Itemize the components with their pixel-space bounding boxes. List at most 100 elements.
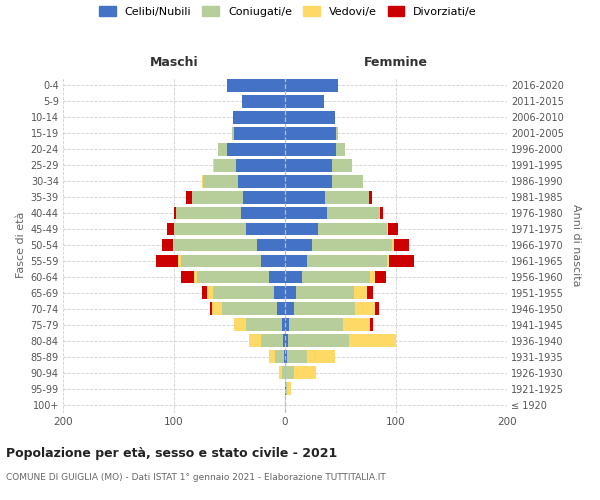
Bar <box>285 398 286 411</box>
Bar <box>174 206 176 220</box>
Bar <box>213 286 274 299</box>
Bar <box>178 254 181 268</box>
Bar <box>281 318 285 331</box>
Bar <box>336 143 345 156</box>
Bar <box>394 238 409 252</box>
Bar <box>285 238 311 252</box>
Text: Femmine: Femmine <box>364 56 428 68</box>
Bar <box>289 334 349 347</box>
Bar <box>194 270 197 283</box>
Bar <box>181 254 260 268</box>
Bar <box>285 127 336 140</box>
Bar <box>238 175 285 188</box>
Bar <box>332 175 363 188</box>
Bar <box>214 159 236 172</box>
Bar <box>241 206 285 220</box>
Bar <box>234 127 285 140</box>
Bar <box>203 175 238 188</box>
Bar <box>349 334 396 347</box>
Bar <box>285 366 294 379</box>
Bar <box>285 79 338 92</box>
Bar <box>274 286 285 299</box>
Bar <box>186 191 192 203</box>
Bar <box>285 270 302 283</box>
Bar <box>370 191 371 203</box>
Bar <box>285 302 294 315</box>
Bar <box>227 143 285 156</box>
Bar <box>233 111 285 124</box>
Bar <box>234 318 246 331</box>
Bar <box>174 238 257 252</box>
Bar <box>212 302 222 315</box>
Bar <box>246 318 281 331</box>
Bar <box>325 191 370 203</box>
Bar <box>260 254 285 268</box>
Bar <box>294 302 355 315</box>
Bar <box>307 254 387 268</box>
Bar <box>287 382 290 395</box>
Bar <box>283 334 285 347</box>
Bar <box>202 175 203 188</box>
Bar <box>284 350 285 363</box>
Bar <box>389 254 414 268</box>
Bar <box>285 222 319 235</box>
Bar <box>285 254 307 268</box>
Bar <box>250 334 260 347</box>
Bar <box>281 366 285 379</box>
Bar <box>319 222 387 235</box>
Bar <box>243 191 285 203</box>
Bar <box>307 350 335 363</box>
Bar <box>388 222 398 235</box>
Bar <box>174 222 246 235</box>
Bar <box>277 302 285 315</box>
Bar <box>287 350 307 363</box>
Bar <box>275 350 284 363</box>
Bar <box>269 270 285 283</box>
Bar <box>285 159 332 172</box>
Bar <box>232 127 234 140</box>
Y-axis label: Fasce di età: Fasce di età <box>16 212 26 278</box>
Bar <box>285 382 286 395</box>
Bar <box>192 191 243 203</box>
Bar <box>311 238 392 252</box>
Bar <box>387 254 389 268</box>
Bar <box>375 270 386 283</box>
Bar <box>332 159 352 172</box>
Bar <box>336 127 338 140</box>
Bar <box>294 366 316 379</box>
Bar <box>260 334 283 347</box>
Bar <box>387 222 388 235</box>
Bar <box>285 334 289 347</box>
Bar <box>285 175 332 188</box>
Bar <box>257 238 285 252</box>
Bar <box>222 302 277 315</box>
Bar <box>176 206 241 220</box>
Bar <box>286 382 287 395</box>
Bar <box>375 302 379 315</box>
Bar <box>202 286 208 299</box>
Bar <box>285 286 296 299</box>
Bar <box>242 95 285 108</box>
Bar <box>269 350 275 363</box>
Bar <box>355 302 375 315</box>
Bar <box>197 270 269 283</box>
Bar <box>367 286 373 299</box>
Bar <box>370 318 373 331</box>
Bar <box>370 270 375 283</box>
Bar <box>296 286 354 299</box>
Bar <box>208 286 213 299</box>
Bar <box>289 318 343 331</box>
Bar <box>343 318 370 331</box>
Bar <box>213 159 214 172</box>
Bar <box>227 79 285 92</box>
Legend: Celibi/Nubili, Coniugati/e, Vedovi/e, Divorziati/e: Celibi/Nubili, Coniugati/e, Vedovi/e, Di… <box>99 6 477 16</box>
Bar <box>285 191 325 203</box>
Bar <box>302 270 370 283</box>
Bar <box>380 206 383 220</box>
Bar <box>285 350 287 363</box>
Bar <box>209 302 212 315</box>
Bar <box>285 206 327 220</box>
Bar <box>167 222 174 235</box>
Y-axis label: Anni di nascita: Anni di nascita <box>571 204 581 286</box>
Bar <box>392 238 394 252</box>
